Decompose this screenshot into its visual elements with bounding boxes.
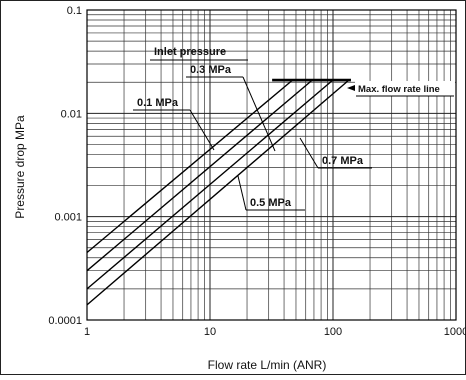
x-axis-title: Flow rate L/min (ANR) xyxy=(208,358,327,372)
y-tick-label: 0.01 xyxy=(61,108,82,120)
leader-0-5-mpa xyxy=(237,175,247,211)
max-flow-rate-label: Max. flow rate line xyxy=(358,84,440,95)
tick-labels: 1 10 100 1000 0.0001 0.001 0.01 0.1 xyxy=(48,5,466,338)
leader-0-3-mpa xyxy=(242,76,276,152)
series-lines xyxy=(86,78,351,306)
y-tick-label: 0.0001 xyxy=(48,315,82,327)
max-flow-label-bg xyxy=(355,81,455,96)
series-line-0-3-mpa xyxy=(86,79,313,272)
x-tick-label: 1 xyxy=(84,326,90,338)
inlet-pressure-label: Inlet pressure xyxy=(154,46,226,58)
leader-0-1-mpa xyxy=(189,109,215,151)
x-tick-label: 1000 xyxy=(444,326,466,338)
y-tick-label: 0.001 xyxy=(54,212,82,224)
label-0-5-mpa: 0.5 MPa xyxy=(250,197,292,209)
y-axis-title: Pressure drop MPa xyxy=(13,115,27,219)
y-tick-label: 0.1 xyxy=(67,5,82,17)
label-0-3-mpa: 0.3 MPa xyxy=(190,64,232,76)
series-line-0-7-mpa xyxy=(86,79,350,306)
annotations: Inlet pressure 0.3 MPa 0.1 MPa 0.7 MPa 0… xyxy=(133,46,455,211)
series-line-0-1-mpa xyxy=(86,79,294,254)
x-tick-label: 100 xyxy=(324,326,342,338)
leader-0-7-mpa xyxy=(299,137,319,169)
max-flow-arrow xyxy=(347,85,355,91)
label-0-7-mpa: 0.7 MPa xyxy=(322,155,364,167)
x-tick-label: 10 xyxy=(204,326,216,338)
grid xyxy=(87,10,456,320)
plot-frame xyxy=(86,9,457,321)
label-0-1-mpa: 0.1 MPa xyxy=(137,97,179,109)
series-line-0-5-mpa xyxy=(86,79,334,290)
